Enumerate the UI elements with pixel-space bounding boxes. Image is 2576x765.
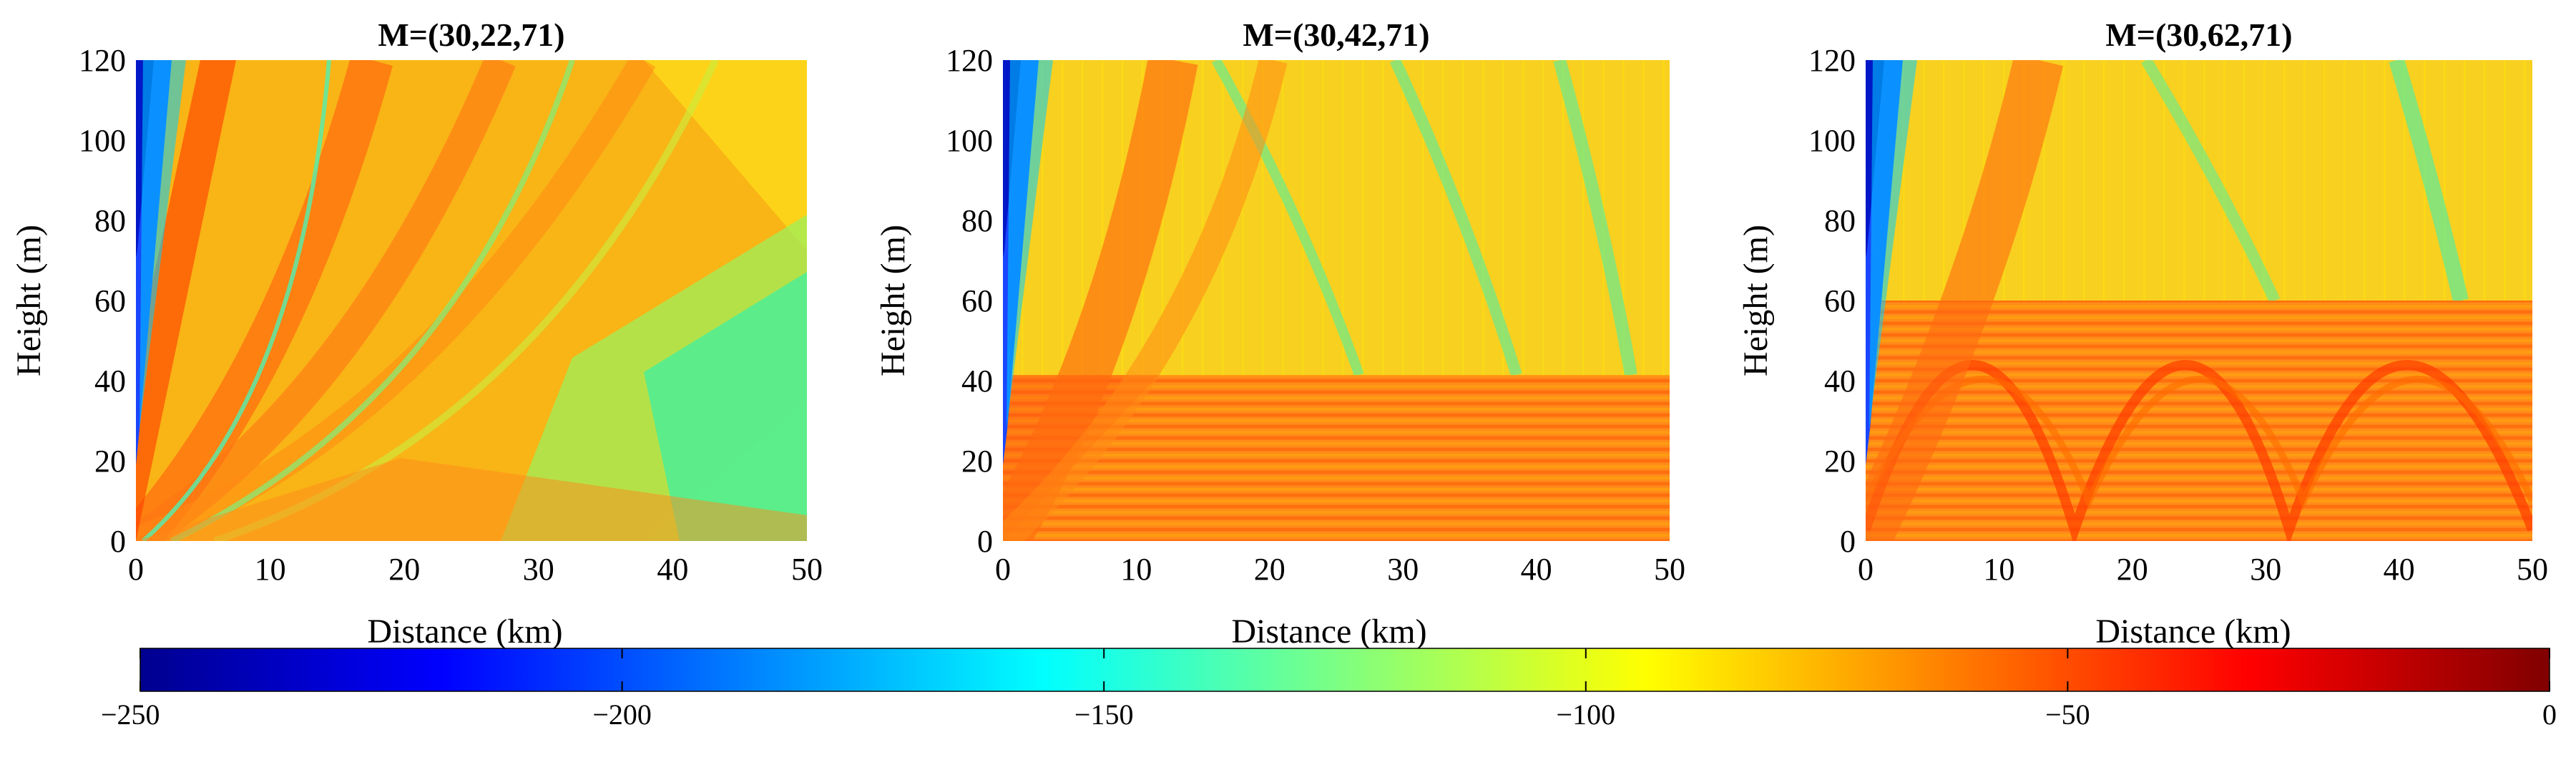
tick-labels: 0 10 20 30 40 50 0 20 40 60 80 100 120: [946, 43, 1685, 587]
x-tick-label: 0: [995, 552, 1011, 587]
y-tick-label: 120: [946, 43, 993, 78]
y-tick-label: 100: [946, 123, 993, 158]
panel-title: M=(30,42,71): [1243, 16, 1429, 53]
y-tick-label: 40: [961, 364, 993, 399]
x-tick-label: 20: [2117, 552, 2148, 587]
x-tick-label: 40: [1521, 552, 1552, 587]
y-tick-label: 0: [110, 524, 126, 559]
y-tick-label: 60: [94, 283, 126, 318]
tick-labels: 0 10 20 30 40 50 0 20 40 60 80 100 120: [1808, 43, 2548, 587]
x-tick-label: 30: [2250, 552, 2281, 587]
y-tick-label: 80: [1824, 203, 1856, 238]
x-tick-label: 40: [2384, 552, 2415, 587]
y-tick-label: 60: [1824, 283, 1856, 318]
colorbar-ticks: −250 −200 −150 −100 −50 0: [101, 648, 2557, 731]
x-tick-label: 10: [1983, 552, 2014, 587]
x-tick-label: 20: [1254, 552, 1285, 587]
x-tick-label: 0: [128, 552, 144, 587]
y-tick-label: 100: [1808, 123, 1856, 158]
y-tick-label: 20: [94, 444, 126, 479]
colorbar-tick-label: −250: [101, 698, 160, 731]
x-tick-label: 0: [1858, 552, 1874, 587]
y-tick-label: 20: [1824, 444, 1856, 479]
y-tick-label: 0: [977, 524, 993, 559]
colorbar-tick-label: −50: [2045, 698, 2090, 731]
x-tick-label: 30: [523, 552, 554, 587]
y-axis-label: Height (m): [874, 225, 912, 376]
colorbar-tick-label: −150: [1074, 698, 1134, 731]
heatmap-field: [1003, 60, 1670, 541]
x-tick-label: 50: [791, 552, 823, 587]
heatmap-field: [1866, 60, 2532, 541]
panel-duct-62: [1866, 60, 2532, 541]
tick-labels: 0 10 20 30 40 50 0 20 40 60 80 100 120: [79, 43, 823, 587]
y-tick-label: 100: [79, 123, 126, 158]
y-axis-label: Height (m): [1737, 225, 1775, 376]
y-tick-label: 40: [94, 364, 126, 399]
x-tick-label: 30: [1387, 552, 1419, 587]
colorbar: −250 −200 −150 −100 −50 0: [101, 648, 2557, 731]
colorbar-tick-label: −100: [1557, 698, 1616, 731]
x-tick-label: 20: [388, 552, 420, 587]
x-tick-label: 10: [1120, 552, 1152, 587]
y-tick-label: 120: [79, 43, 126, 78]
x-axis-label: Distance (km): [1231, 613, 1426, 651]
x-axis-label: Distance (km): [2095, 613, 2291, 651]
x-tick-label: 50: [1654, 552, 1685, 587]
x-tick-label: 50: [2517, 552, 2548, 587]
y-axis-label: Height (m): [10, 225, 48, 376]
y-tick-label: 120: [1808, 43, 1856, 78]
y-tick-label: 80: [94, 203, 126, 238]
panel-title: M=(30,62,71): [2105, 16, 2292, 53]
heatmap-field: [136, 60, 807, 541]
panel-duct-22: [136, 60, 807, 541]
y-tick-label: 60: [961, 283, 993, 318]
colorbar-tick-label: −200: [592, 698, 652, 731]
x-tick-label: 10: [255, 552, 286, 587]
y-tick-label: 20: [961, 444, 993, 479]
panel-title: M=(30,22,71): [378, 16, 564, 53]
x-tick-label: 40: [657, 552, 688, 587]
y-tick-label: 0: [1840, 524, 1856, 559]
x-axis-label: Distance (km): [367, 613, 562, 651]
colorbar-gradient: [139, 648, 2550, 692]
y-tick-label: 80: [961, 203, 993, 238]
panel-duct-42: [1003, 60, 1670, 541]
y-tick-label: 40: [1824, 364, 1856, 399]
colorbar-tick-label: 0: [2542, 698, 2557, 731]
